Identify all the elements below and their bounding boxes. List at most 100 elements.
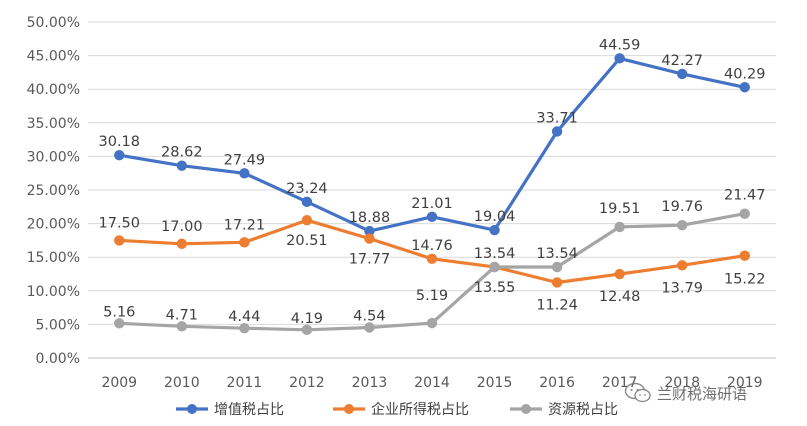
data-point bbox=[676, 68, 688, 80]
data-point bbox=[489, 261, 500, 273]
legend-swatch-marker bbox=[187, 404, 197, 414]
data-label: 21.01 bbox=[411, 196, 453, 212]
data-point bbox=[364, 233, 375, 244]
data-label: 28.62 bbox=[161, 145, 203, 161]
y-tick-label: 45.00% bbox=[27, 49, 80, 65]
data-point bbox=[614, 53, 625, 64]
data-label: 17.77 bbox=[349, 252, 391, 268]
data-label: 13.54 bbox=[474, 246, 516, 262]
data-label: 13.79 bbox=[661, 280, 703, 296]
data-point bbox=[239, 237, 250, 248]
series-line-2 bbox=[117, 212, 747, 332]
legend-entry: 企业所得税占比 bbox=[371, 401, 469, 418]
y-tick-label: 20.00% bbox=[27, 217, 80, 233]
data-point bbox=[551, 261, 563, 273]
legend-swatch-marker bbox=[521, 404, 531, 414]
wechat-icon bbox=[624, 382, 651, 403]
data-labels: 30.18 28.62 27.49 23.24 18.88 21.01 19.04 33.71… bbox=[99, 37, 766, 326]
data-point bbox=[239, 168, 250, 179]
legend-entry: 资源税占比 bbox=[548, 402, 618, 418]
data-point bbox=[176, 160, 188, 171]
data-point bbox=[614, 221, 625, 233]
y-tick-label: 15.00% bbox=[27, 250, 80, 266]
data-point bbox=[676, 260, 688, 271]
x-tick-label: 2015 bbox=[477, 375, 513, 391]
data-label: 11.24 bbox=[536, 297, 578, 313]
y-tick-label: 25.00% bbox=[27, 183, 80, 199]
data-label: 19.04 bbox=[474, 209, 516, 225]
data-point bbox=[614, 268, 625, 280]
y-tick-label: 40.00% bbox=[27, 82, 80, 98]
data-point bbox=[114, 318, 125, 329]
data-point bbox=[739, 250, 750, 261]
data-label: 30.18 bbox=[99, 134, 141, 150]
data-label: 15.22 bbox=[724, 272, 766, 288]
x-tick-label: 2011 bbox=[227, 375, 263, 391]
legend-swatch-marker bbox=[344, 404, 354, 414]
x-axis-ticks: 2009 2010 2011 2012 2013 2014 2015 2016 2017 2018… bbox=[101, 375, 762, 391]
data-point bbox=[364, 322, 375, 333]
data-label: 33.71 bbox=[536, 110, 578, 126]
series-points bbox=[114, 53, 750, 336]
data-label: 40.29 bbox=[724, 66, 766, 82]
data-point bbox=[301, 214, 313, 226]
data-point bbox=[676, 220, 688, 231]
y-tick-label: 35.00% bbox=[27, 116, 80, 132]
y-tick-label: 0.00% bbox=[36, 351, 80, 367]
data-label: 12.48 bbox=[599, 289, 641, 305]
data-label: 19.51 bbox=[599, 201, 641, 217]
data-point bbox=[114, 149, 125, 161]
data-label: 17.50 bbox=[99, 215, 141, 231]
data-label: 27.49 bbox=[224, 152, 266, 168]
data-point bbox=[114, 235, 125, 246]
x-tick-label: 2013 bbox=[352, 375, 388, 391]
data-label: 17.21 bbox=[224, 217, 266, 233]
data-point bbox=[364, 225, 375, 237]
legend: 增值税占比 企业所得税占比 资源税占比 bbox=[176, 401, 618, 418]
data-label: 18.88 bbox=[349, 210, 391, 226]
x-tick-label: 2012 bbox=[289, 375, 325, 391]
data-point bbox=[426, 317, 438, 329]
data-point bbox=[551, 277, 563, 288]
data-label: 13.55 bbox=[474, 280, 516, 296]
data-label: 20.51 bbox=[286, 233, 328, 249]
x-tick-label: 2010 bbox=[164, 375, 200, 391]
data-point bbox=[301, 196, 313, 208]
data-point bbox=[426, 211, 438, 223]
y-tick-label: 50.00% bbox=[27, 15, 80, 31]
data-label: 4.44 bbox=[228, 309, 260, 325]
legend-entry: 增值税占比 bbox=[214, 402, 284, 418]
data-label: 14.76 bbox=[411, 238, 453, 254]
data-label: 23.24 bbox=[286, 181, 328, 197]
y-tick-label: 30.00% bbox=[27, 149, 80, 165]
data-point bbox=[426, 253, 438, 265]
gridlines bbox=[88, 21, 776, 359]
data-point bbox=[301, 324, 313, 336]
data-point bbox=[489, 224, 500, 236]
data-label: 5.16 bbox=[103, 304, 135, 320]
data-label: 17.00 bbox=[161, 219, 203, 235]
x-tick-label: 2019 bbox=[727, 375, 763, 391]
data-point bbox=[739, 82, 750, 93]
x-tick-label: 2014 bbox=[414, 375, 450, 391]
y-tick-label: 10.00% bbox=[27, 284, 80, 300]
data-label: 4.54 bbox=[353, 308, 385, 324]
data-label: 13.54 bbox=[536, 246, 578, 262]
x-tick-label: 2017 bbox=[602, 375, 638, 391]
data-point bbox=[239, 322, 250, 334]
y-axis-ticks: 0.00% 5.00% 10.00% 15.00% 20.00% 25.00% 30.00%… bbox=[27, 15, 80, 367]
data-point bbox=[551, 126, 563, 137]
x-tick-label: 2009 bbox=[101, 375, 137, 391]
watermark: 兰财税海研语 bbox=[624, 378, 747, 408]
data-label: 5.19 bbox=[416, 288, 448, 304]
data-label: 4.19 bbox=[291, 311, 323, 327]
data-label: 21.47 bbox=[724, 188, 766, 204]
data-label: 44.59 bbox=[599, 37, 641, 53]
data-label: 42.27 bbox=[661, 53, 703, 69]
data-label: 4.71 bbox=[166, 307, 198, 323]
x-tick-label: 2016 bbox=[539, 375, 575, 391]
data-point bbox=[739, 208, 750, 219]
data-label: 19.76 bbox=[661, 199, 703, 215]
watermark-text: 兰财税海研语 bbox=[657, 384, 748, 403]
